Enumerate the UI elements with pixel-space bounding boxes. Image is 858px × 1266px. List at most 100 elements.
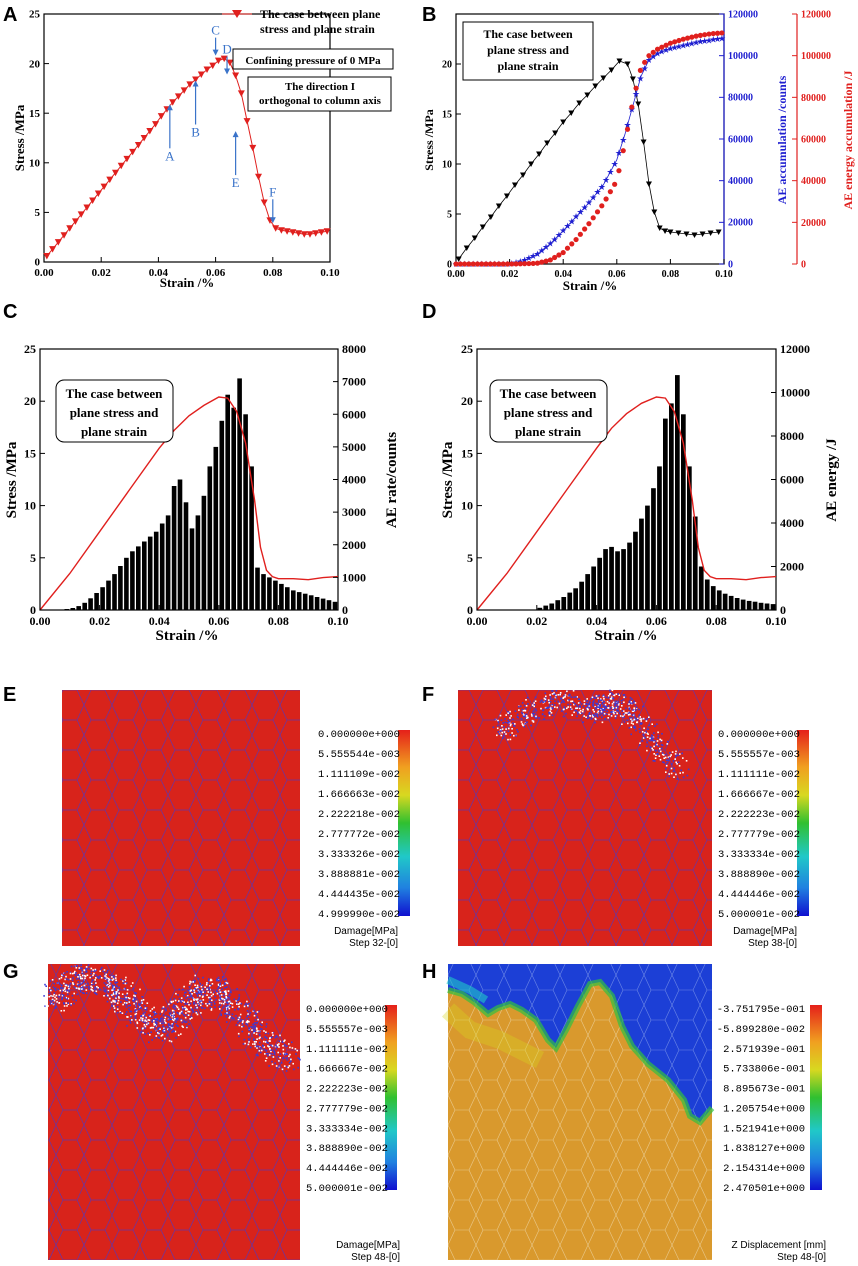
crack-point — [133, 1000, 135, 1003]
y2-axis-label-d: AE energy /J — [824, 438, 840, 522]
crack-point — [255, 1033, 258, 1035]
ae-count-marker: ★ — [546, 239, 554, 249]
crack-point — [230, 991, 232, 994]
crack-point — [168, 1040, 171, 1042]
ae-energy-marker — [526, 260, 532, 267]
crack-point — [64, 990, 67, 993]
crack-point — [548, 711, 550, 714]
crack-point — [153, 1006, 155, 1009]
crack-point — [254, 1043, 256, 1045]
crack-point — [124, 1013, 127, 1015]
crack-point — [264, 1041, 267, 1043]
colorbar-h — [810, 1005, 822, 1190]
ae-energy-marker — [620, 148, 626, 154]
crack-point — [275, 1065, 278, 1067]
crack-point — [191, 993, 193, 995]
crack-point — [603, 700, 605, 703]
crack-point — [188, 999, 190, 1001]
crack-point — [190, 994, 192, 997]
crack-point — [125, 976, 127, 979]
legend-c-line1: The case between — [66, 386, 164, 401]
bar — [326, 600, 332, 610]
crack-point — [597, 706, 599, 708]
crack-point — [215, 999, 217, 1001]
crack-point — [134, 1018, 137, 1021]
crack-point — [93, 983, 96, 986]
ae-energy-marker — [586, 221, 592, 227]
crack-point — [65, 978, 68, 980]
crack-point — [171, 1023, 173, 1025]
bar — [669, 403, 674, 610]
crack-point — [256, 1022, 258, 1024]
crack-point — [169, 1013, 171, 1015]
crack-point — [115, 979, 117, 982]
crack-point — [61, 974, 63, 977]
ae-energy-marker — [616, 168, 622, 174]
crack-point — [125, 1006, 128, 1008]
crack-point — [617, 700, 620, 703]
crack-point — [656, 723, 658, 725]
bar — [255, 567, 260, 610]
crack-point — [173, 1007, 175, 1009]
crack-point — [155, 1035, 158, 1037]
crack-point — [103, 969, 106, 971]
crack-point — [545, 707, 548, 709]
crack-point — [197, 990, 200, 992]
crack-point — [258, 1037, 261, 1040]
ae-energy-marker — [710, 30, 716, 37]
crack-point — [61, 984, 63, 987]
crack-point — [76, 965, 78, 967]
crack-point — [116, 981, 118, 984]
bar — [332, 601, 338, 610]
crack-point — [278, 1043, 280, 1045]
crack-point — [610, 714, 613, 716]
crack-point — [151, 1039, 153, 1041]
crack-point — [185, 991, 187, 994]
crack-point — [113, 990, 116, 993]
crack-point — [277, 1044, 279, 1047]
crack-point — [549, 694, 551, 696]
crack-point — [153, 1022, 155, 1025]
crack-point — [227, 1004, 229, 1007]
crack-point — [196, 1013, 199, 1016]
crack-point — [220, 994, 223, 996]
crack-point — [257, 1018, 259, 1021]
crack-point — [61, 996, 64, 998]
bar — [285, 587, 290, 610]
crack-point — [265, 1057, 268, 1059]
crack-point — [616, 702, 619, 705]
stress-marker — [544, 140, 551, 146]
crack-point — [284, 1039, 286, 1042]
crack-point — [279, 1040, 281, 1043]
crack-point — [535, 717, 537, 719]
crack-point — [206, 982, 208, 984]
crack-point — [651, 747, 653, 750]
crack-point — [245, 1021, 248, 1024]
panel-h: H -3.751795e-001-5.899280e-0022.571939e-… — [422, 961, 826, 1263]
crack-point — [237, 1008, 240, 1011]
crack-point — [176, 1006, 179, 1009]
crack-point — [282, 1048, 285, 1051]
crack-point — [261, 1021, 263, 1024]
crack-point — [114, 1010, 116, 1013]
y2-tick-label: 20000 — [728, 218, 753, 229]
crack-point — [68, 990, 71, 993]
crack-point — [162, 1020, 164, 1022]
crack-point — [256, 1038, 258, 1040]
ae-energy-marker — [633, 85, 639, 91]
ae-count-marker: ★ — [525, 253, 533, 263]
crack-point — [213, 991, 215, 994]
colorbar-label: 8.895673e-001 — [723, 1084, 805, 1096]
crack-point — [64, 983, 67, 986]
y-tick-label: 20 — [461, 394, 473, 408]
crack-point — [56, 1001, 58, 1003]
crack-point — [85, 989, 88, 991]
crack-point — [113, 1000, 116, 1002]
bar — [555, 600, 561, 610]
bar — [609, 546, 614, 610]
crack-point — [250, 1026, 252, 1028]
crack-point — [68, 984, 71, 986]
crack-point — [278, 1046, 280, 1048]
crack-point — [154, 1018, 157, 1021]
crack-point — [201, 984, 204, 987]
